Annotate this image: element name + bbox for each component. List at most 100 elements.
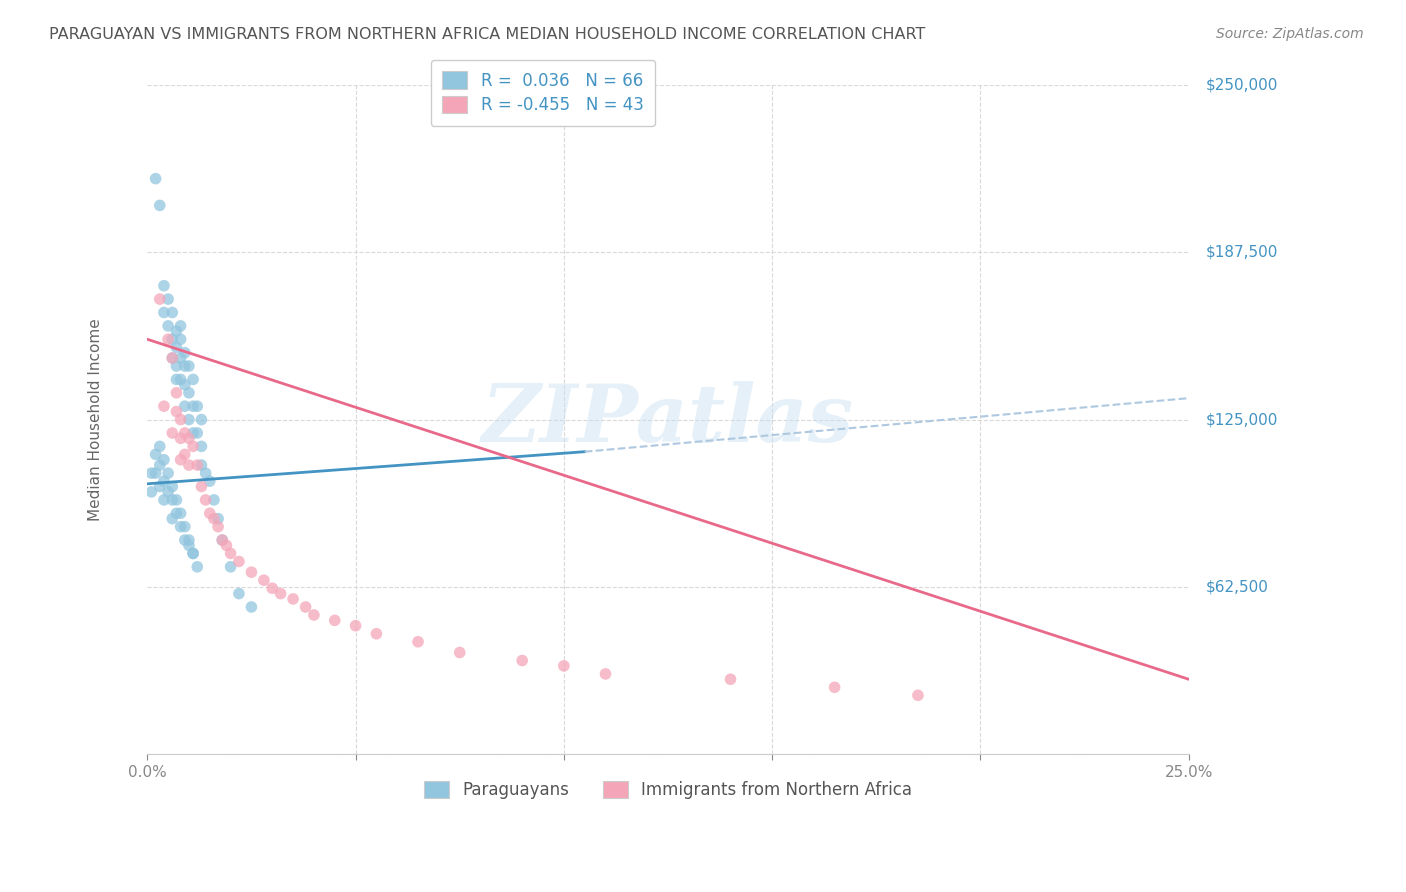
Point <box>406 634 429 648</box>
Point <box>219 546 242 560</box>
Point <box>162 305 184 319</box>
Point <box>149 198 172 212</box>
Point <box>824 680 846 694</box>
Point <box>153 399 176 413</box>
Point <box>190 458 212 472</box>
Point <box>215 538 238 552</box>
Point <box>449 645 471 659</box>
Point <box>165 385 187 400</box>
Point <box>165 359 187 373</box>
Point <box>169 506 191 520</box>
Text: $125,000: $125,000 <box>1205 412 1278 427</box>
Point <box>141 466 163 480</box>
Point <box>153 492 176 507</box>
Point <box>153 305 176 319</box>
Point <box>207 519 229 533</box>
Point <box>173 447 195 461</box>
Point <box>595 666 617 681</box>
Point <box>157 332 180 346</box>
Point <box>173 345 195 359</box>
Point <box>169 431 191 445</box>
Point <box>553 658 575 673</box>
Text: PARAGUAYAN VS IMMIGRANTS FROM NORTHERN AFRICA MEDIAN HOUSEHOLD INCOME CORRELATIO: PARAGUAYAN VS IMMIGRANTS FROM NORTHERN A… <box>49 27 925 42</box>
Point <box>181 546 204 560</box>
Point <box>207 511 229 525</box>
Point <box>177 458 200 472</box>
Point <box>253 573 276 587</box>
Point <box>202 511 225 525</box>
Point <box>190 479 212 493</box>
Point <box>165 506 187 520</box>
Text: $62,500: $62,500 <box>1205 580 1268 594</box>
Point <box>169 412 191 426</box>
Point <box>720 672 742 686</box>
Point <box>198 474 221 488</box>
Text: $250,000: $250,000 <box>1205 78 1278 93</box>
Point <box>165 404 187 418</box>
Point <box>173 425 195 440</box>
Point <box>366 626 388 640</box>
Point <box>228 554 250 568</box>
Point <box>162 479 184 493</box>
Point <box>177 412 200 426</box>
Point <box>169 519 191 533</box>
Point <box>177 538 200 552</box>
Point <box>219 559 242 574</box>
Point <box>162 492 184 507</box>
Point <box>153 474 176 488</box>
Point <box>190 412 212 426</box>
Point <box>211 533 233 547</box>
Point <box>149 479 172 493</box>
Point <box>181 546 204 560</box>
Point <box>162 332 184 346</box>
Point <box>302 607 325 622</box>
Point <box>162 351 184 365</box>
Point <box>141 484 163 499</box>
Point <box>177 359 200 373</box>
Point <box>186 559 208 574</box>
Point <box>145 447 167 461</box>
Point <box>165 492 187 507</box>
Point <box>169 318 191 333</box>
Point <box>153 278 176 293</box>
Point <box>344 618 367 632</box>
Point <box>177 533 200 547</box>
Point <box>181 399 204 413</box>
Point <box>173 533 195 547</box>
Point <box>202 492 225 507</box>
Point <box>181 425 204 440</box>
Point <box>270 586 292 600</box>
Point <box>510 653 533 667</box>
Point <box>162 425 184 440</box>
Point <box>294 599 316 614</box>
Point <box>211 533 233 547</box>
Point <box>186 399 208 413</box>
Point <box>173 399 195 413</box>
Point <box>262 581 284 595</box>
Point <box>162 511 184 525</box>
Point <box>198 506 221 520</box>
Text: $187,500: $187,500 <box>1205 244 1278 260</box>
Point <box>181 439 204 453</box>
Point <box>169 452 191 467</box>
Point <box>149 292 172 306</box>
Point <box>169 372 191 386</box>
Point <box>173 519 195 533</box>
Point <box>186 425 208 440</box>
Point <box>228 586 250 600</box>
Text: Source: ZipAtlas.com: Source: ZipAtlas.com <box>1216 27 1364 41</box>
Point <box>194 492 217 507</box>
Point <box>194 466 217 480</box>
Point <box>145 466 167 480</box>
Point <box>173 359 195 373</box>
Point <box>157 318 180 333</box>
Point <box>281 591 304 606</box>
Point <box>165 340 187 354</box>
Point <box>907 688 929 702</box>
Point <box>153 452 176 467</box>
Point <box>177 385 200 400</box>
Point <box>181 372 204 386</box>
Point <box>323 613 346 627</box>
Point <box>149 439 172 453</box>
Point <box>177 431 200 445</box>
